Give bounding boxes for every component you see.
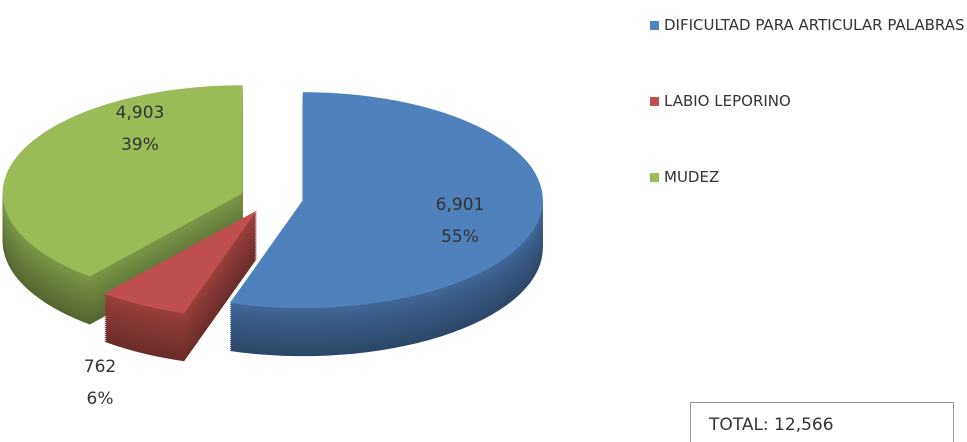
legend-swatch bbox=[650, 173, 659, 182]
percent-label: 39% bbox=[121, 135, 159, 155]
legend-label: DIFICULTAD PARA ARTICULAR PALABRAS bbox=[664, 16, 965, 34]
slice bbox=[2, 85, 243, 277]
total-box: TOTAL: 12,566 bbox=[690, 402, 954, 442]
pie-area: 6,901 55% 762 6% 4,903 39% bbox=[2, 85, 543, 409]
slice bbox=[229, 92, 543, 309]
percent-label: 6% bbox=[87, 389, 114, 409]
legend-item: MUDEZ bbox=[650, 164, 965, 240]
value-label: 6,901 bbox=[436, 195, 485, 215]
legend: DIFICULTAD PARA ARTICULAR PALABRAS LABIO … bbox=[650, 12, 965, 240]
percent-label: 55% bbox=[441, 227, 479, 247]
legend-item: DIFICULTAD PARA ARTICULAR PALABRAS bbox=[650, 12, 965, 88]
legend-label: LABIO LEPORINO bbox=[664, 92, 791, 110]
legend-item: LABIO LEPORINO bbox=[650, 88, 965, 164]
value-label: 762 bbox=[84, 357, 116, 377]
slice bbox=[104, 210, 258, 314]
legend-swatch bbox=[650, 97, 659, 106]
legend-swatch bbox=[650, 21, 659, 30]
value-label: 4,903 bbox=[116, 103, 165, 123]
legend-label: MUDEZ bbox=[664, 168, 720, 186]
